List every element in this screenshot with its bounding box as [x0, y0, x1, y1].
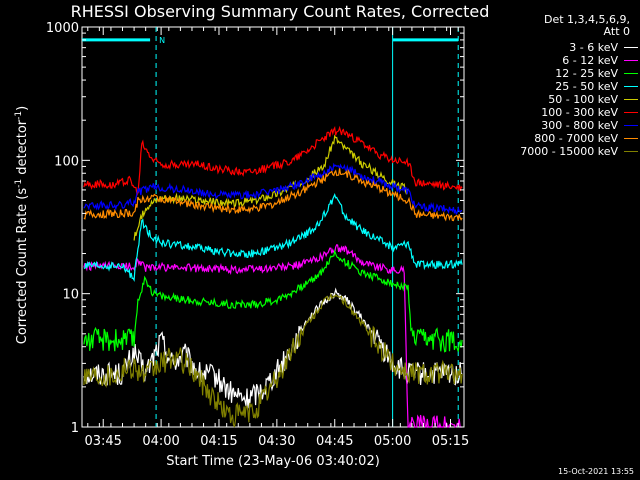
legend: 3 - 6 keV 6 - 12 keV 12 - 25 keV 25 - 50 ke…: [520, 41, 638, 158]
legend-swatch: [624, 99, 638, 100]
legend-label: 7000 - 15000 keV: [520, 145, 618, 158]
legend-item: 3 - 6 keV: [520, 41, 638, 54]
timestamp: 15-Oct-2021 13:55: [558, 467, 634, 476]
series-line: [83, 168, 463, 222]
y-axis-label-end: ): [15, 105, 31, 111]
legend-swatch: [624, 47, 638, 48]
series-line: [83, 125, 463, 197]
detector-list: Det 1,3,4,5,6,9,: [543, 13, 630, 26]
y-tick-label: 10: [62, 288, 79, 303]
x-tick-label: 05:15: [432, 434, 469, 449]
y-axis-label: Corrected Count Rate (s-1 detector-1): [14, 106, 30, 344]
y-axis-label-exp2: -1: [13, 110, 24, 120]
legend-swatch: [624, 112, 638, 113]
y-tick-label: 100: [54, 154, 79, 169]
series-line: [83, 292, 463, 428]
legend-item: 800 - 7000 keV: [520, 132, 638, 145]
legend-label: 50 - 100 keV: [548, 93, 618, 106]
y-axis-label-exp1: -1: [13, 178, 24, 188]
x-tick-label: 05:00: [374, 434, 411, 449]
chart-title: RHESSI Observing Summary Count Rates, Co…: [70, 2, 490, 21]
legend-label: 3 - 6 keV: [569, 41, 618, 54]
y-axis-label-main: Corrected Count Rate (s: [15, 187, 31, 345]
legend-label: 25 - 50 keV: [555, 80, 618, 93]
x-tick-label: 04:15: [200, 434, 237, 449]
series-line: [83, 192, 463, 282]
legend-item: 100 - 300 keV: [520, 106, 638, 119]
legend-swatch: [624, 151, 638, 152]
x-tick-label: 04:30: [258, 434, 295, 449]
x-tick-label: 04:00: [142, 434, 179, 449]
y-tick-label: 1000: [46, 21, 79, 36]
legend-label: 12 - 25 keV: [555, 67, 618, 80]
series-line: [133, 134, 409, 241]
legend-label: 100 - 300 keV: [541, 106, 618, 119]
attenuator-state: Att 0: [603, 25, 630, 38]
legend-item: 25 - 50 keV: [520, 80, 638, 93]
legend-swatch: [624, 60, 638, 61]
legend-swatch: [624, 125, 638, 126]
series-line: [83, 287, 463, 409]
legend-label: 800 - 7000 keV: [534, 132, 618, 145]
legend-label: 300 - 800 keV: [541, 119, 618, 132]
series-line: [83, 244, 463, 428]
y-tick-label: 1: [71, 421, 79, 436]
legend-item: 12 - 25 keV: [520, 67, 638, 80]
x-axis-label: Start Time (23-May-06 03:40:02): [166, 454, 380, 469]
legend-swatch: [624, 138, 638, 139]
legend-item: 6 - 12 keV: [520, 54, 638, 67]
legend-swatch: [624, 73, 638, 74]
legend-item: 7000 - 15000 keV: [520, 145, 638, 158]
series-line: [83, 162, 463, 216]
legend-item: 50 - 100 keV: [520, 93, 638, 106]
legend-swatch: [624, 86, 638, 87]
legend-item: 300 - 800 keV: [520, 119, 638, 132]
night-flag-label: N: [159, 36, 165, 45]
x-tick-label: 03:45: [84, 434, 121, 449]
x-tick-label: 04:45: [316, 434, 353, 449]
y-axis-label-mid: detector: [15, 119, 31, 179]
legend-label: 6 - 12 keV: [562, 54, 618, 67]
series-line: [83, 248, 463, 353]
detector-info: Det 1,3,4,5,6,9, Att 0: [544, 14, 630, 38]
